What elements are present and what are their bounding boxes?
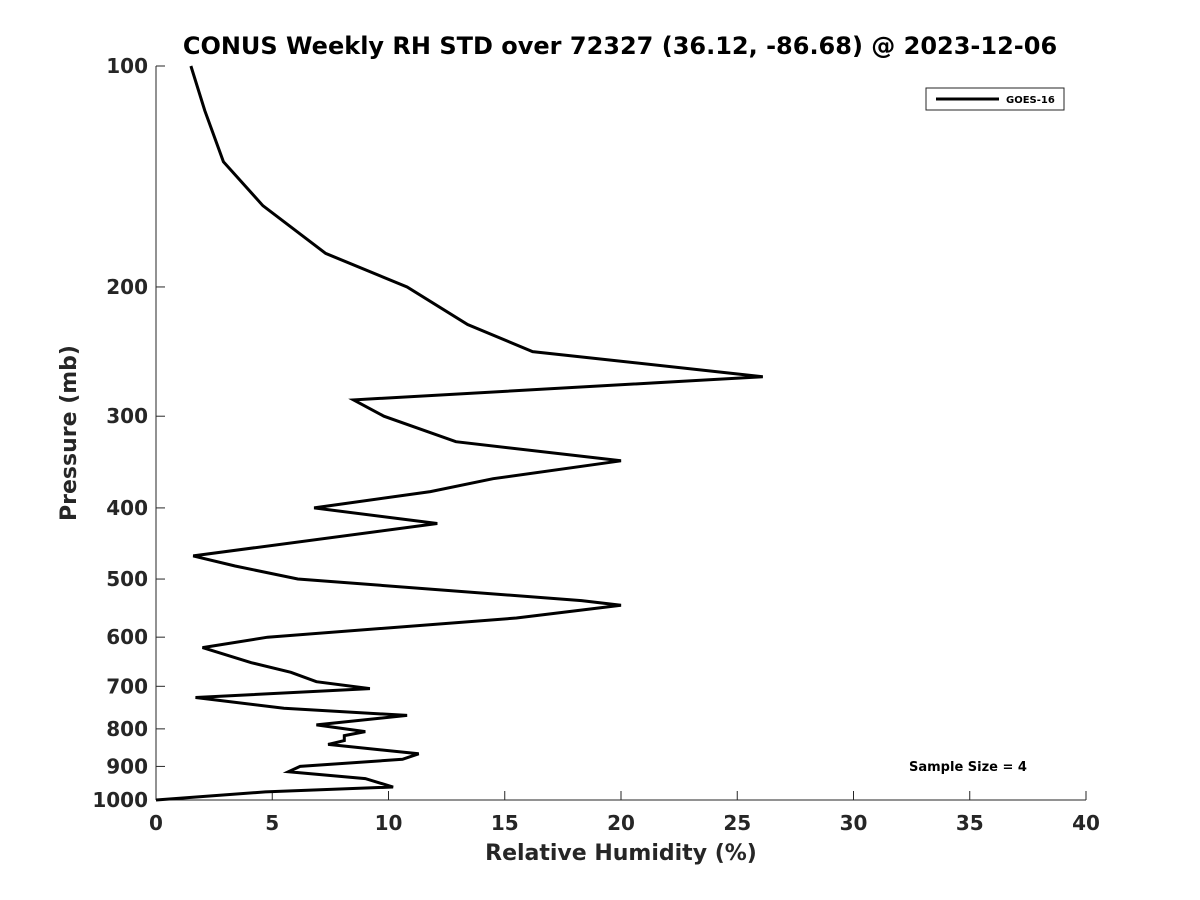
legend: GOES-16 (925, 87, 1065, 111)
y-tick-label: 700 (106, 674, 148, 698)
sample-size-annotation: Sample Size = 4 (909, 760, 1027, 775)
y-tick-label: 600 (106, 625, 148, 649)
legend-label: GOES-16 (1006, 95, 1055, 106)
axes-frame (155, 66, 1086, 801)
x-tick-label: 0 (149, 811, 163, 835)
y-tick-label: 800 (106, 717, 148, 741)
chart-title: CONUS Weekly RH STD over 72327 (36.12, -… (183, 32, 1057, 60)
x-tick-label: 40 (1072, 811, 1100, 835)
x-tick-label: 10 (375, 811, 403, 835)
x-tick-label: 15 (491, 811, 519, 835)
y-tick-label: 300 (106, 404, 148, 428)
y-tick-label: 100 (106, 54, 148, 78)
x-tick-label: 25 (723, 811, 751, 835)
series-line-goes-16 (155, 65, 763, 802)
x-axis-label: Relative Humidity (%) (485, 841, 757, 866)
y-tick-label: 500 (106, 567, 148, 591)
axis-ticks: 0 5 10 15 20 25 30 35 40 100 200 300 400 500 600 700 800… (92, 54, 1100, 835)
x-tick-label: 20 (607, 811, 635, 835)
y-tick-label: 200 (106, 275, 148, 299)
x-tick-label: 35 (956, 811, 984, 835)
y-tick-label: 1000 (92, 788, 148, 812)
y-tick-label: 900 (106, 754, 148, 778)
x-tick-label: 5 (265, 811, 279, 835)
y-tick-label: 400 (106, 496, 148, 520)
x-tick-label: 30 (840, 811, 868, 835)
y-axis-label: Pressure (mb) (57, 345, 82, 521)
